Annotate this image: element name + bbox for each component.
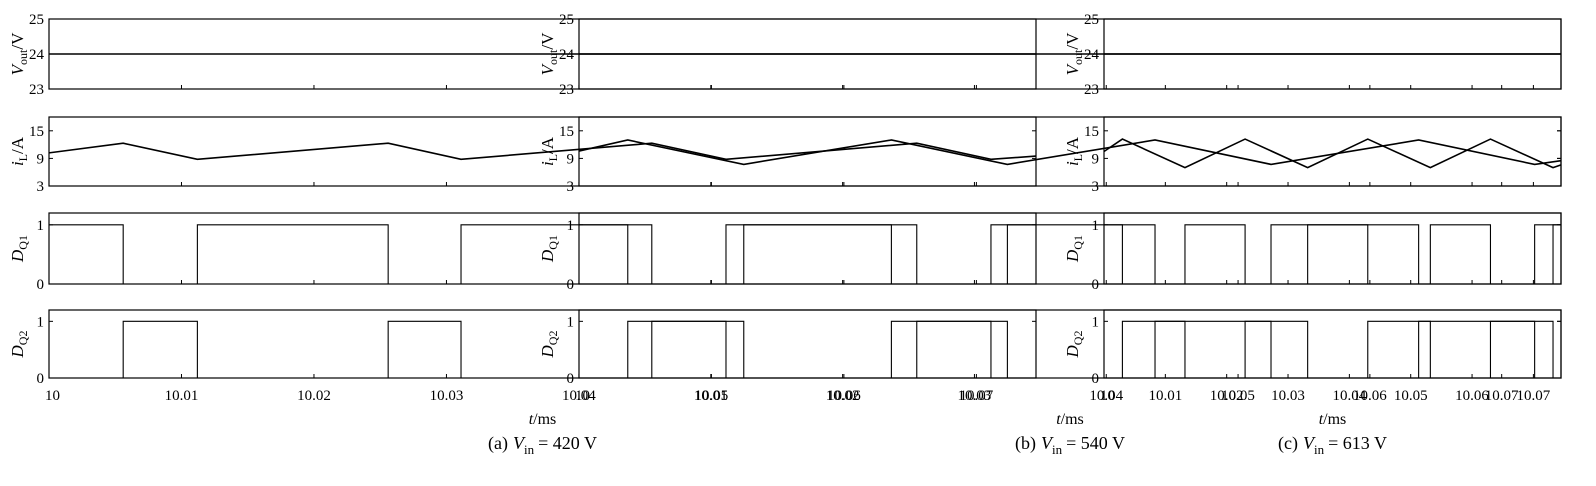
x-tick-label: 10.02 — [297, 388, 331, 404]
chart-caption: (b) Vin = 540 V — [1015, 433, 1125, 457]
chart-caption: (a) Vin = 420 V — [488, 433, 597, 457]
x-tick-label: 10.07 — [960, 388, 994, 404]
plot-frame — [48, 116, 1037, 187]
y-axis-label: DQ2 — [1063, 331, 1085, 359]
y-axis-label: Vout/V — [1063, 32, 1085, 75]
y-tick-label: 23 — [559, 82, 574, 98]
y-tick-label: 0 — [1092, 371, 1100, 387]
series-line-3-0 — [579, 320, 1561, 379]
y-axis-label: DQ1 — [8, 235, 30, 263]
x-tick-label: 10 — [45, 388, 60, 404]
subplot-1-2: 0 1 DQ1 — [538, 212, 1562, 293]
series-line-2-0 — [1104, 224, 1561, 285]
y-tick-label: 3 — [37, 179, 45, 195]
y-tick-label: 1 — [37, 314, 45, 330]
x-tick-label: 10.01 — [165, 388, 199, 404]
y-tick-label: 1 — [37, 218, 45, 234]
y-tick-label: 9 — [37, 151, 45, 167]
y-tick-label: 15 — [1084, 124, 1099, 140]
y-axis-label: DQ2 — [8, 331, 30, 359]
x-tick-label: 10.06 — [1455, 388, 1489, 404]
x-tick-label: 10.07 — [1485, 388, 1519, 404]
y-tick-label: 9 — [567, 151, 575, 167]
y-tick-label: 1 — [1092, 314, 1100, 330]
x-tick-label: 10 — [575, 388, 590, 404]
x-tick-label: 10.02 — [826, 388, 860, 404]
x-tick-label: 10.04 — [1332, 388, 1366, 404]
plot-frame — [1103, 116, 1562, 187]
y-axis-label: Vout/V — [538, 32, 560, 75]
plot-frame — [48, 212, 1037, 285]
x-tick-label: 10 — [1100, 388, 1115, 404]
x-tick-label: 10.03 — [958, 388, 992, 404]
x-axis-label: t/ms — [1319, 411, 1347, 428]
x-tick-label: 10.04 — [1089, 388, 1123, 404]
chart-caption: (c) Vin = 613 V — [1278, 433, 1387, 457]
x-tick-label: 10.05 — [695, 388, 729, 404]
y-tick-label: 25 — [1084, 12, 1099, 28]
y-tick-label: 0 — [37, 371, 45, 387]
subplot-1-0: 23 24 25 Vout/V — [538, 12, 1562, 98]
subplot-2-2: 0 1 DQ1 — [1063, 212, 1562, 293]
x-tick-label: 10.06 — [1353, 388, 1387, 404]
y-tick-label: 25 — [559, 12, 574, 28]
subplot-0-0: 23 24 25 Vout/V — [8, 12, 1037, 98]
subplot-0-3: 0 1 DQ2 — [8, 309, 1037, 387]
y-tick-label: 24 — [29, 47, 45, 63]
x-axis-label: t/ms — [1056, 411, 1084, 428]
series-line-1-0 — [48, 142, 1037, 161]
x-tick-label: 10.05 — [1394, 388, 1428, 404]
plot-frame — [1103, 309, 1562, 379]
y-tick-label: 3 — [567, 179, 575, 195]
subplot-1-3: 0 1 DQ2 — [538, 309, 1562, 387]
y-tick-label: 0 — [37, 277, 45, 293]
x-tick-label: 10.04 — [562, 388, 596, 404]
y-tick-label: 1 — [567, 314, 575, 330]
y-tick-label: 9 — [1092, 151, 1100, 167]
y-tick-label: 0 — [1092, 277, 1100, 293]
y-axis-label: DQ1 — [1063, 235, 1085, 263]
y-axis-label: iL/A — [538, 136, 560, 166]
subplot-2-0: 23 24 25 Vout/V — [1063, 12, 1562, 98]
y-tick-label: 24 — [559, 47, 575, 63]
x-tick-label: 10.02 — [1210, 388, 1244, 404]
x-tick-label: 10.05 — [1221, 388, 1255, 404]
series-line-3-0 — [1104, 320, 1561, 379]
y-axis-label: DQ2 — [538, 331, 560, 359]
y-tick-label: 0 — [567, 371, 575, 387]
y-tick-label: 23 — [1084, 82, 1099, 98]
y-tick-label: 24 — [1084, 47, 1100, 63]
x-tick-label: 10.01 — [1148, 388, 1182, 404]
y-tick-label: 23 — [29, 82, 44, 98]
series-line-1-0 — [578, 139, 1562, 166]
y-axis-label: DQ1 — [538, 235, 560, 263]
y-axis-label: iL/A — [1063, 136, 1085, 166]
series-line-1-0 — [1103, 138, 1562, 169]
y-tick-label: 1 — [567, 218, 575, 234]
y-tick-label: 3 — [1092, 179, 1100, 195]
y-axis-label: Vout/V — [8, 32, 30, 75]
plot-frame — [1103, 212, 1562, 285]
x-tick-label: 10.03 — [1271, 388, 1305, 404]
x-tick-label: 10.07 — [1517, 388, 1551, 404]
x-tick-label: 10.01 — [694, 388, 728, 404]
x-tick-label: 10.06 — [827, 388, 861, 404]
x-axis-label: t/ms — [529, 411, 557, 428]
y-tick-label: 25 — [29, 12, 44, 28]
y-axis-label: iL/A — [8, 136, 30, 166]
subplot-2-3: 0 1 DQ2 — [1063, 309, 1562, 387]
y-tick-label: 0 — [567, 277, 575, 293]
x-tick-label: 10.03 — [430, 388, 464, 404]
y-tick-label: 15 — [559, 124, 574, 140]
y-tick-label: 1 — [1092, 218, 1100, 234]
y-tick-label: 15 — [29, 124, 44, 140]
